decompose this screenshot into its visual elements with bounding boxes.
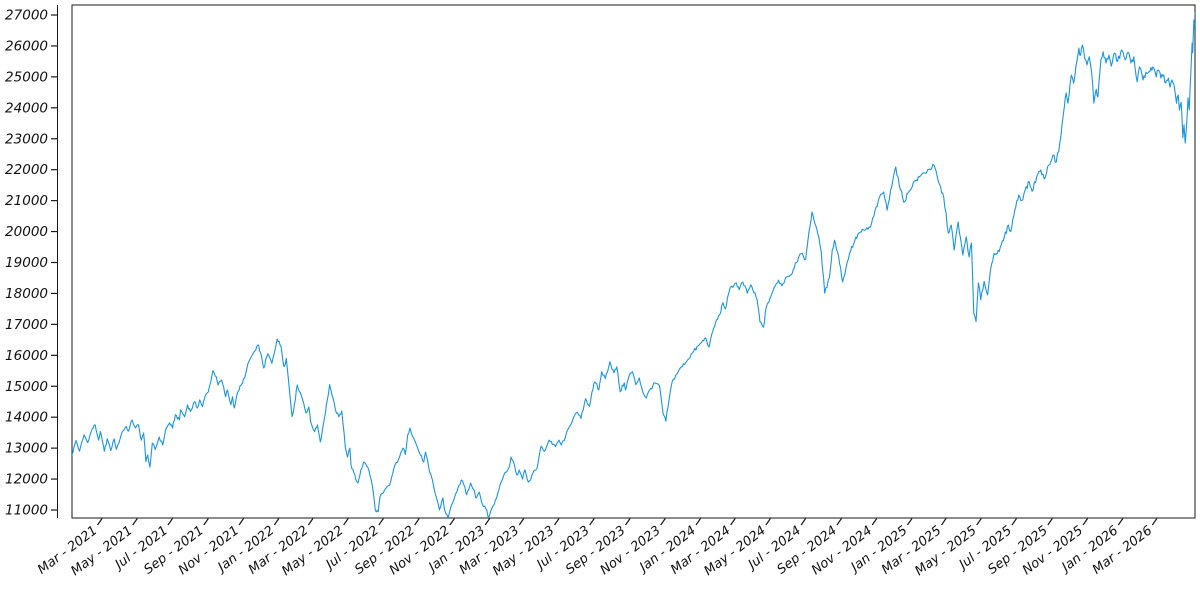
y-tick-label: 21000 [5,193,48,209]
y-tick-label: 17000 [5,317,48,333]
x-tick [414,518,420,526]
y-tick-label: 18000 [5,286,48,302]
y-tick-label: 11000 [5,503,48,519]
x-tick [765,518,771,526]
y-tick-label: 23000 [5,131,48,147]
x-tick [518,518,525,526]
x-tick [378,518,384,526]
x-tick [941,518,947,526]
price-line-series [72,11,1195,518]
x-tick [343,518,349,526]
y-tick-label: 20000 [5,224,48,240]
x-tick [1011,518,1017,526]
x-tick [484,518,491,526]
y-tick-label: 19000 [5,255,48,271]
x-tick [307,518,314,526]
x-tick [167,518,174,526]
x-tick [132,518,138,526]
y-axis: 11000 12000 13000 14000 15000 16000 17000 18000… [5,8,58,519]
x-tick [730,518,736,526]
y-tick-label: 25000 [5,69,48,85]
y-tick-label: 14000 [5,410,48,426]
x-tick [238,518,245,526]
x-tick [589,518,595,526]
x-tick [97,518,103,526]
x-tick [1047,518,1053,526]
x-tick [906,518,913,526]
y-tick-label: 26000 [5,38,48,54]
x-tick [871,518,878,526]
x-tick [800,518,807,526]
y-tick-label: 27000 [5,8,48,24]
x-tick [273,518,280,526]
y-tick-label: 22000 [5,162,48,178]
x-tick [976,518,982,526]
x-tick [449,518,455,526]
x-tick [695,518,702,526]
plot-border [71,4,1196,519]
y-tick-label: 12000 [5,472,48,488]
y-tick-label: 16000 [5,348,48,364]
y-tick-label: 15000 [5,379,48,395]
x-tick [1082,518,1089,526]
x-tick [660,518,666,526]
x-tick [625,518,631,526]
x-tick [1117,518,1124,526]
x-tick [553,518,560,526]
x-tick [1151,518,1158,526]
y-tick-label: 24000 [5,100,48,116]
x-tick [203,518,209,526]
y-tick-label: 13000 [5,441,48,457]
x-tick [836,518,842,526]
